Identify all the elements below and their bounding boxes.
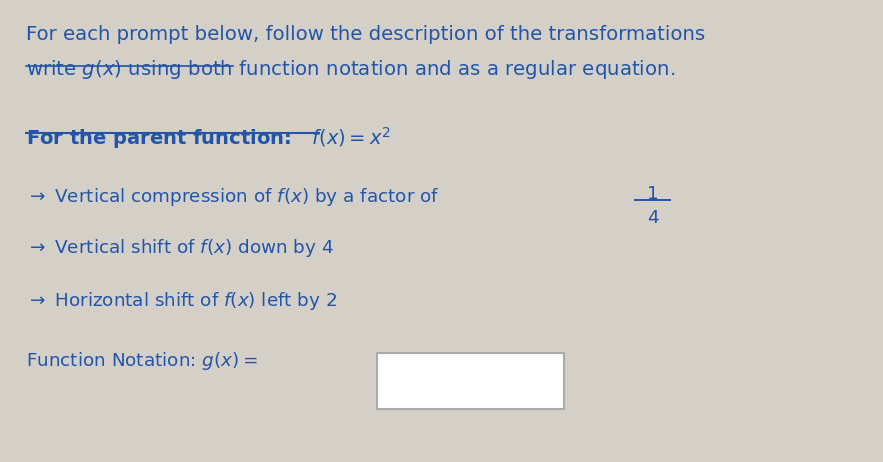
Text: For each prompt below, follow the description of the transformations: For each prompt below, follow the descri… [26, 25, 706, 44]
Text: For the parent function:   $f(x) = x^2$: For the parent function: $f(x) = x^2$ [26, 125, 391, 151]
Text: 4: 4 [646, 209, 658, 227]
Text: $\rightarrow$ Horizontal shift of $f(x)$ left by 2: $\rightarrow$ Horizontal shift of $f(x)$… [26, 290, 337, 312]
Text: write $g(x)$ using both function notation and as a regular equation.: write $g(x)$ using both function notatio… [26, 58, 675, 81]
Text: 1: 1 [646, 185, 658, 203]
FancyBboxPatch shape [377, 353, 564, 409]
Text: $\rightarrow$ Vertical compression of $f(x)$ by a factor of: $\rightarrow$ Vertical compression of $f… [26, 186, 440, 208]
Text: $\rightarrow$ Vertical shift of $f(x)$ down by 4: $\rightarrow$ Vertical shift of $f(x)$ d… [26, 237, 334, 259]
Text: Function Notation: $g(x) =$: Function Notation: $g(x) =$ [26, 350, 258, 372]
